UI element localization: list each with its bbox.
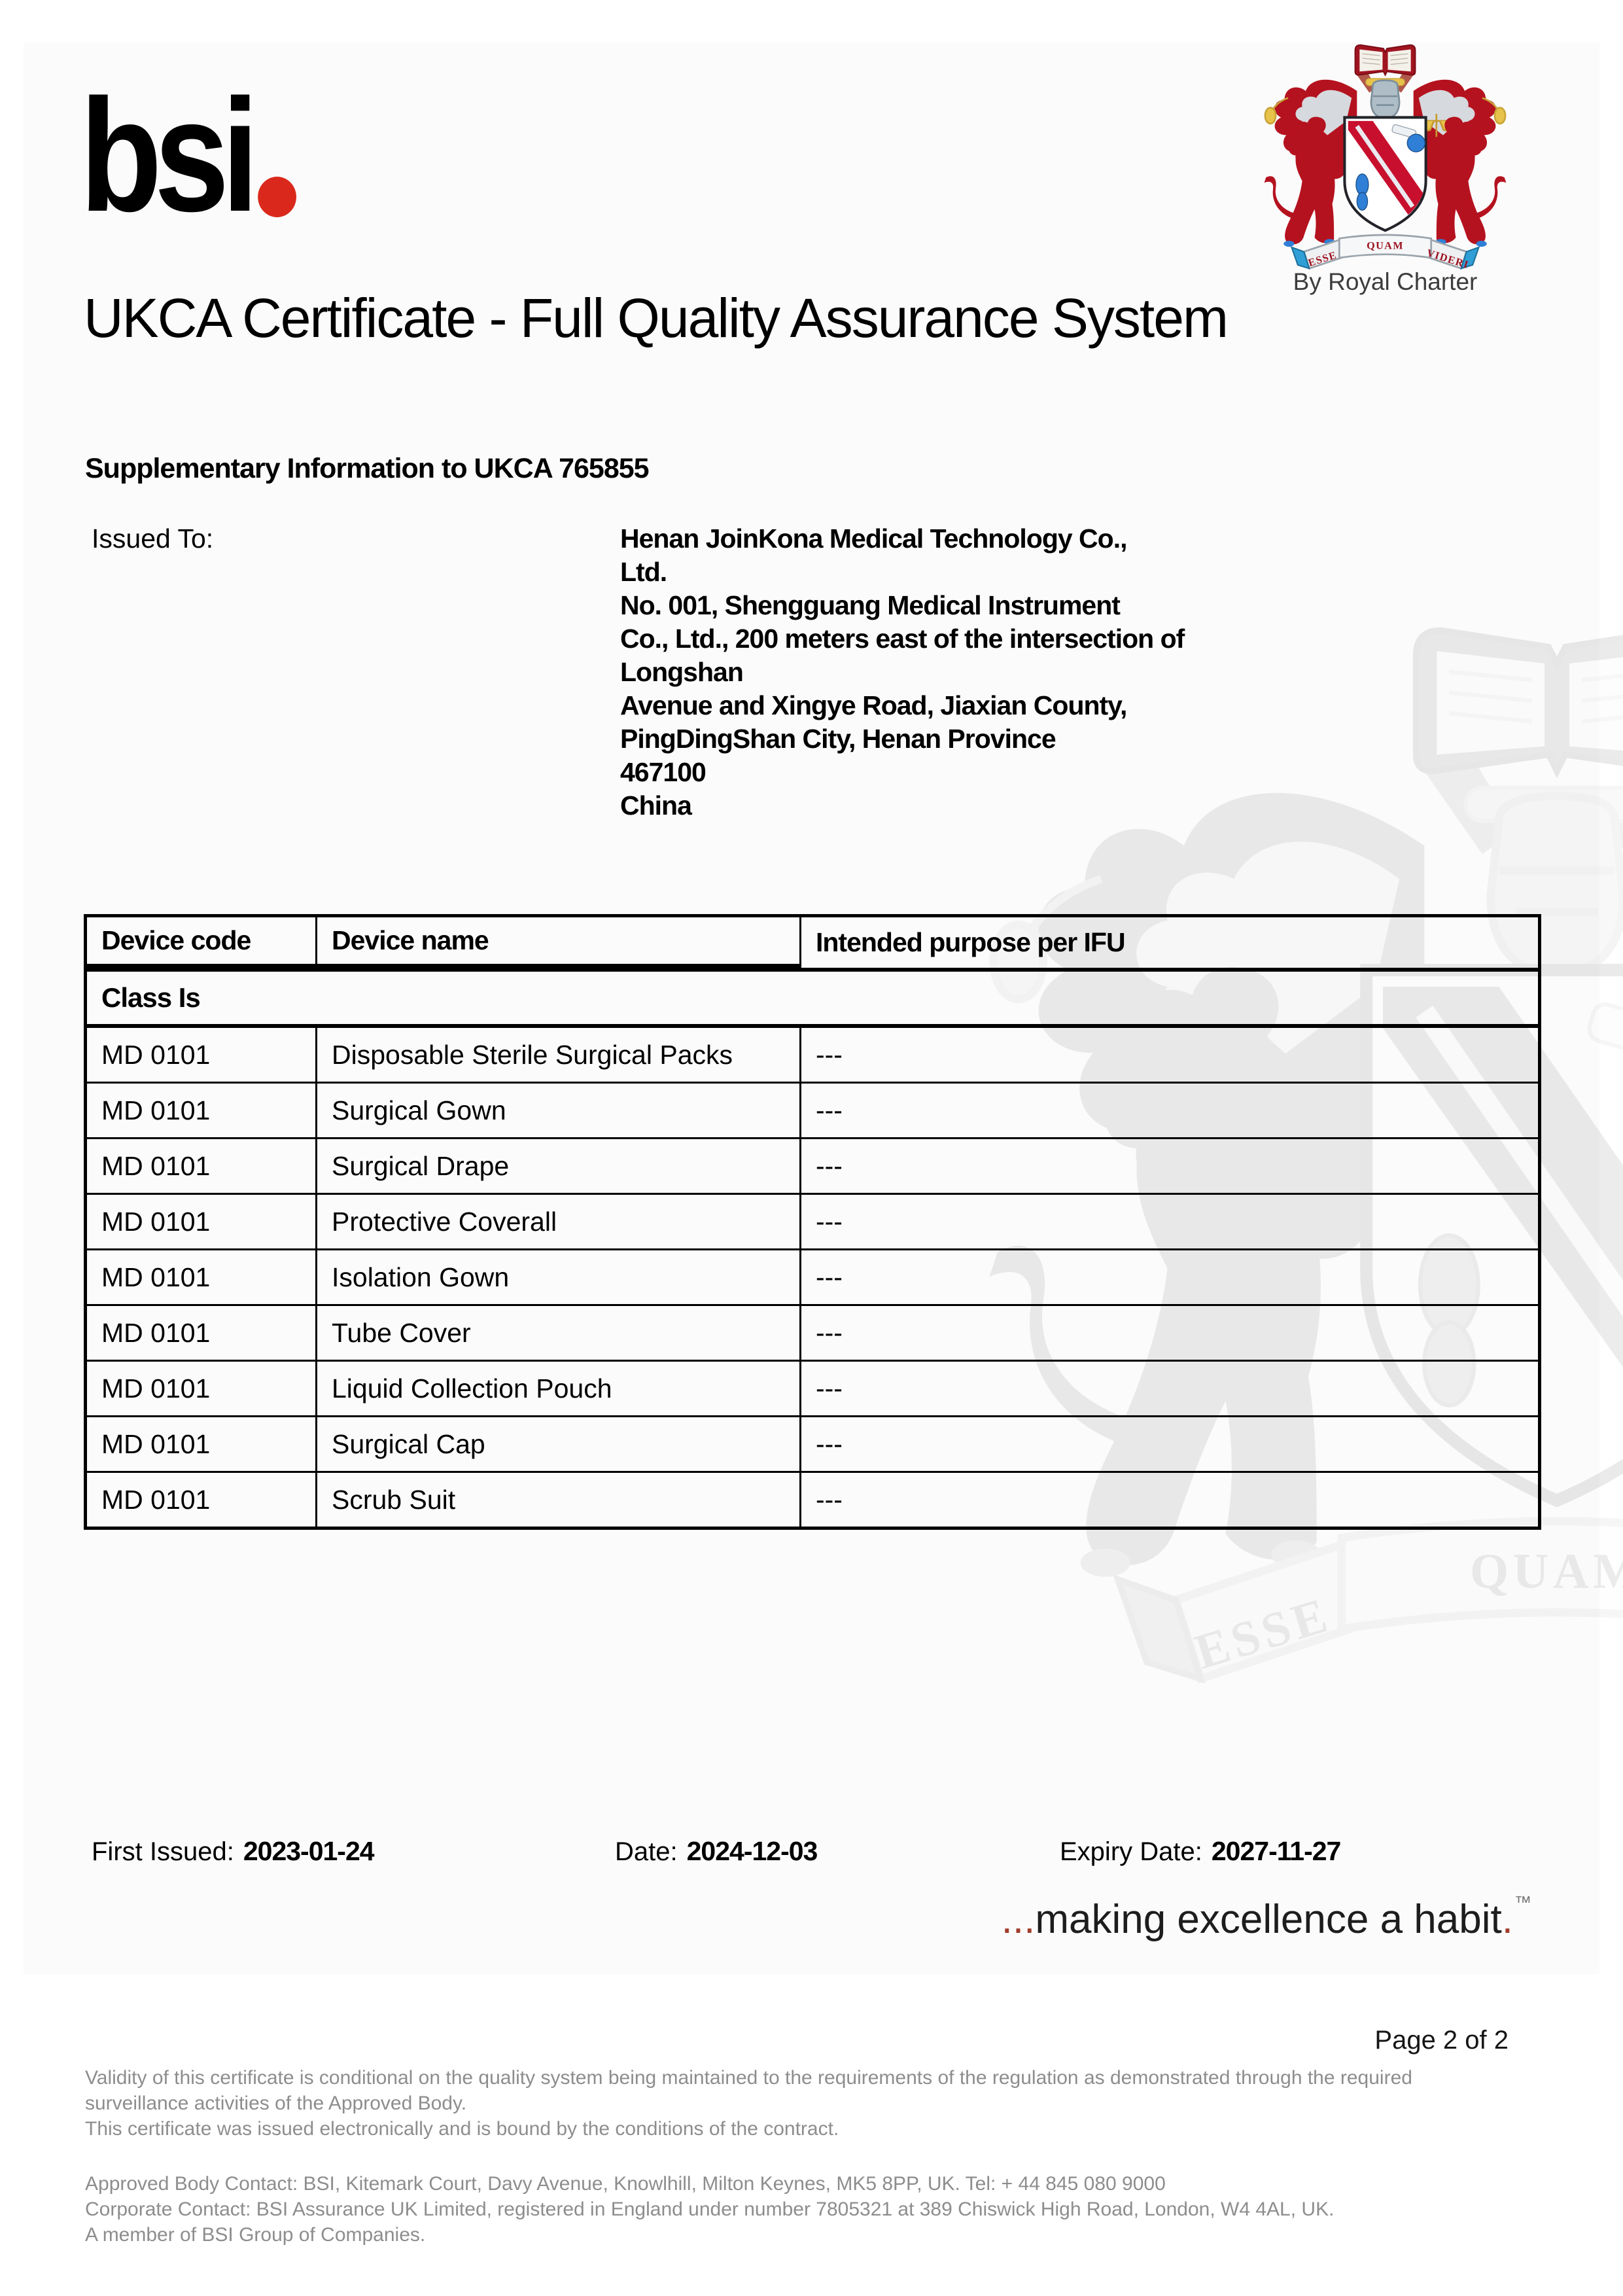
address-line: Henan JoinKona Medical Technology Co., — [620, 523, 1128, 554]
validity-line: surveillance activities of the Approved … — [85, 2093, 467, 2114]
table-class-row: Class Is — [87, 972, 1538, 1028]
device-name-cell: Surgical Drape — [317, 1139, 801, 1193]
column-header-intended-purpose: Intended purpose per IFU — [816, 927, 1126, 957]
table-row: MD 0101 Tube Cover --- — [87, 1306, 1538, 1362]
column-header-device-code: Device code — [87, 917, 317, 968]
bsi-logo: bsi — [80, 63, 296, 247]
purpose-cell: --- — [816, 1317, 843, 1348]
validity-line: This certificate was issued electronical… — [85, 2118, 839, 2140]
address-line: Co., Ltd., 200 meters east of the inters… — [620, 624, 1185, 654]
device-code-cell: MD 0101 — [87, 1362, 317, 1415]
contact-line: Approved Body Contact: BSI, Kitemark Cou… — [85, 2173, 1166, 2195]
table-row: MD 0101 Liquid Collection Pouch --- — [87, 1362, 1538, 1417]
contact-information: Approved Body Contact: BSI, Kitemark Cou… — [85, 2171, 1334, 2248]
device-code-cell: MD 0101 — [87, 1028, 317, 1082]
table-row: MD 0101 Surgical Gown --- — [87, 1084, 1538, 1139]
supplementary-heading: Supplementary Information to UKCA 765855 — [85, 453, 650, 484]
device-name-cell: Surgical Cap — [317, 1417, 801, 1471]
date-label: Date: — [615, 1837, 678, 1866]
purpose-cell: --- — [816, 1095, 843, 1125]
address-line: Longshan — [620, 657, 744, 687]
bsi-tagline: ...making excellence a habit.™ — [1002, 1892, 1531, 1943]
table-row: MD 0101 Scrub Suit --- — [87, 1473, 1538, 1527]
address-line: China — [620, 790, 692, 821]
device-code-cell: MD 0101 — [87, 1306, 317, 1360]
tagline-end-dot: . — [1501, 1897, 1513, 1942]
expiry-date-value: 2027-11-27 — [1211, 1836, 1341, 1866]
device-name-cell: Isolation Gown — [317, 1250, 801, 1304]
address-line: Avenue and Xingye Road, Jiaxian County, — [620, 690, 1127, 720]
purpose-cell: --- — [816, 1039, 843, 1070]
bsi-logo-text: bsi — [80, 65, 259, 245]
purpose-cell: --- — [816, 1373, 843, 1404]
address-line: No. 001, Shengguang Medical Instrument — [620, 590, 1121, 620]
table-row: MD 0101 Isolation Gown --- — [87, 1250, 1538, 1306]
issued-to-address: Henan JoinKona Medical Technology Co., L… — [620, 522, 1438, 822]
table-row: MD 0101 Surgical Drape --- — [87, 1139, 1538, 1195]
royal-charter-crest-icon — [1253, 36, 1518, 275]
class-label: Class Is — [101, 982, 201, 1013]
device-code-cell: MD 0101 — [87, 1139, 317, 1193]
bsi-logo-red-dot-icon — [258, 177, 296, 217]
device-code-cell: MD 0101 — [87, 1195, 317, 1248]
table-header-row: Device code Device name Intended purpose… — [87, 917, 1538, 972]
device-name-cell: Surgical Gown — [317, 1084, 801, 1137]
expiry-date-label: Expiry Date: — [1060, 1837, 1202, 1866]
issued-to-label: Issued To: — [92, 523, 214, 554]
expiry-date: Expiry Date: 2027-11-27 — [1060, 1836, 1341, 1867]
contact-line: Corporate Contact: BSI Assurance UK Limi… — [85, 2199, 1335, 2220]
device-name-cell: Protective Coverall — [317, 1195, 801, 1248]
table-row: MD 0101 Disposable Sterile Surgical Pack… — [87, 1028, 1538, 1084]
column-header-device-name: Device name — [317, 917, 801, 968]
device-code-cell: MD 0101 — [87, 1473, 317, 1527]
purpose-cell: --- — [816, 1428, 843, 1459]
date-value: 2024-12-03 — [686, 1836, 818, 1866]
address-line: PingDingShan City, Henan Province — [620, 724, 1056, 754]
table-row: MD 0101 Surgical Cap --- — [87, 1417, 1538, 1473]
device-name-cell: Scrub Suit — [317, 1473, 801, 1527]
device-code-cell: MD 0101 — [87, 1250, 317, 1304]
device-name-cell: Tube Cover — [317, 1306, 801, 1360]
validity-statement: Validity of this certificate is conditio… — [85, 2065, 1412, 2142]
purpose-cell: --- — [816, 1150, 843, 1181]
device-name-cell: Disposable Sterile Surgical Packs — [317, 1028, 801, 1082]
validity-line: Validity of this certificate is conditio… — [85, 2067, 1412, 2089]
device-name-cell: Liquid Collection Pouch — [317, 1362, 801, 1415]
purpose-cell: --- — [816, 1206, 843, 1237]
table-row: MD 0101 Protective Coverall --- — [87, 1195, 1538, 1250]
device-code-cell: MD 0101 — [87, 1417, 317, 1471]
page-title: UKCA Certificate - Full Quality Assuranc… — [84, 287, 1229, 349]
first-issued-label: First Issued: — [92, 1837, 234, 1866]
device-table: Device code Device name Intended purpose… — [84, 914, 1541, 1530]
issue-date: Date: 2024-12-03 — [615, 1836, 818, 1867]
address-line: Ltd. — [620, 557, 667, 587]
address-line: 467100 — [620, 757, 707, 787]
tagline-leading-dots: ... — [1001, 1897, 1036, 1942]
purpose-cell: --- — [816, 1262, 843, 1292]
page-number: Page 2 of 2 — [1374, 2026, 1509, 2055]
contact-line: A member of BSI Group of Companies. — [85, 2224, 426, 2246]
crest-caption: By Royal Charter — [1293, 268, 1478, 295]
first-issued-value: 2023-01-24 — [243, 1836, 375, 1866]
purpose-cell: --- — [816, 1484, 843, 1515]
trademark-symbol: ™ — [1514, 1892, 1531, 1912]
first-issued-date: First Issued: 2023-01-24 — [92, 1836, 375, 1867]
tagline-text: making excellence a habit — [1035, 1897, 1502, 1942]
device-code-cell: MD 0101 — [87, 1084, 317, 1137]
